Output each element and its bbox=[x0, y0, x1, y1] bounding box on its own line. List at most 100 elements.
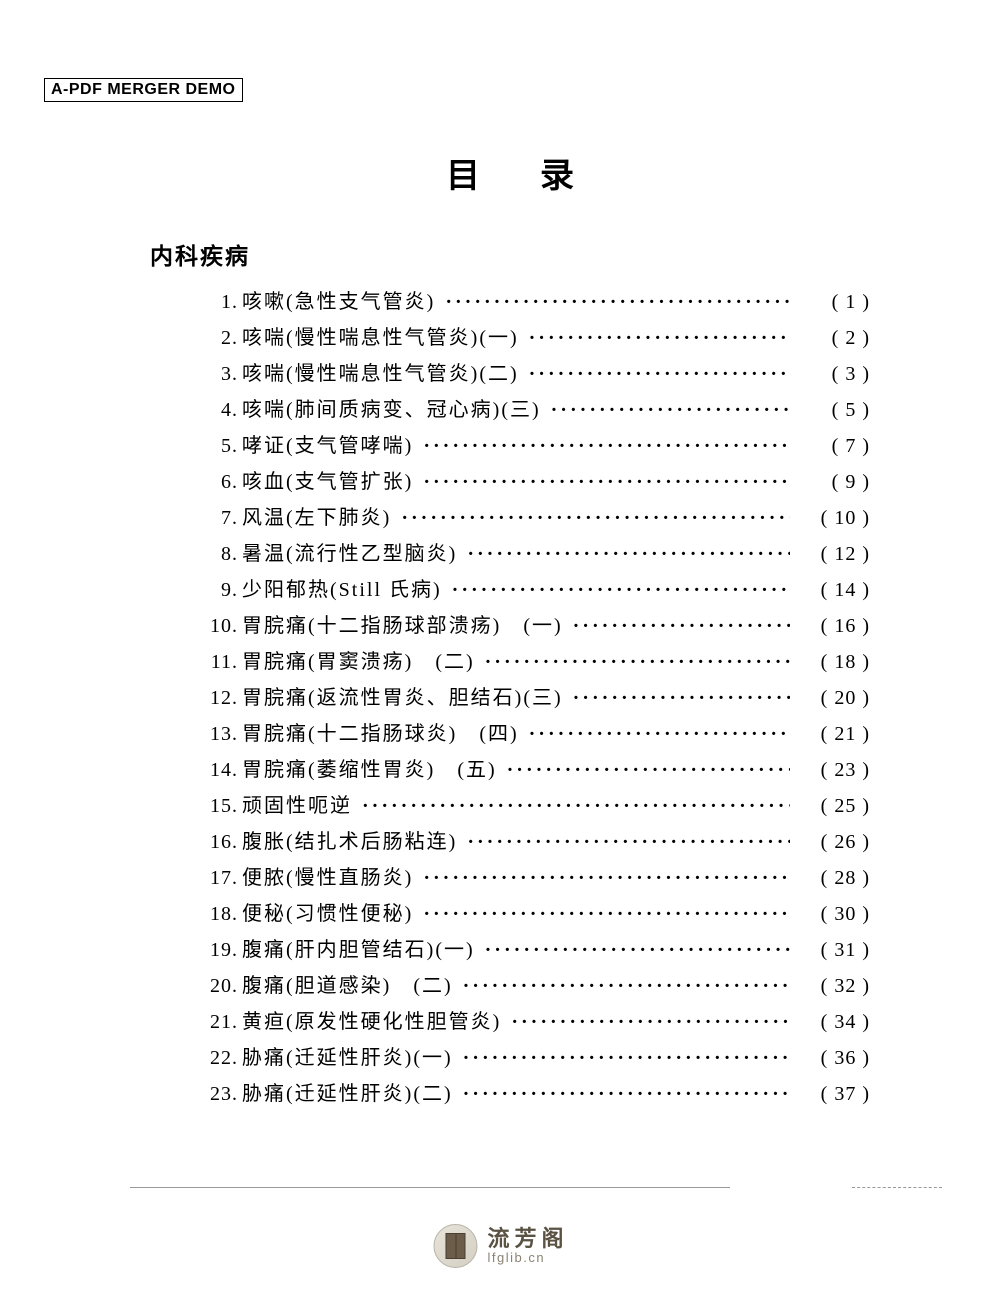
toc-entry: 17.便脓(慢性直肠炎)····························… bbox=[200, 861, 870, 897]
entry-number: 14. bbox=[200, 759, 242, 782]
toc-entry: 18.便秘(习惯性便秘)····························… bbox=[200, 897, 870, 933]
entry-title: 胁痛(迁延性肝炎)(一) bbox=[242, 1041, 459, 1070]
entry-leader-dots: ········································… bbox=[569, 615, 790, 638]
entry-number: 6. bbox=[200, 471, 242, 494]
toc-entry: 12.胃脘痛(返流性胃炎、胆结石)(三)····················… bbox=[200, 681, 870, 717]
logo-icon bbox=[433, 1224, 477, 1268]
toc-entry: 14.胃脘痛(萎缩性胃炎) (五)·······················… bbox=[200, 753, 870, 789]
entry-number: 12. bbox=[200, 687, 242, 710]
entry-title: 胁痛(迁延性肝炎)(二) bbox=[242, 1077, 459, 1106]
entry-title: 黄疸(原发性硬化性胆管炎) bbox=[242, 1005, 507, 1034]
toc-entry: 3.咳喘(慢性喘息性气管炎)(二)·······················… bbox=[200, 357, 870, 393]
entry-title: 咳嗽(急性支气管炎) bbox=[242, 285, 441, 314]
entry-page-number: ( 18 ) bbox=[790, 651, 870, 674]
entry-leader-dots: ········································… bbox=[569, 687, 790, 710]
entry-number: 15. bbox=[200, 795, 242, 818]
section-heading: 内科疾病 bbox=[150, 237, 870, 271]
entry-title: 胃脘痛(返流性胃炎、胆结石)(三) bbox=[242, 681, 569, 710]
entry-number: 2. bbox=[200, 327, 242, 350]
toc-entry: 5.哮证(支气管哮喘)·····························… bbox=[200, 429, 870, 465]
entry-page-number: ( 1 ) bbox=[790, 291, 870, 314]
toc-entry: 10.胃脘痛(十二指肠球部溃疡) (一)····················… bbox=[200, 609, 870, 645]
toc-entry: 16.腹胀(结扎术后肠粘连)··························… bbox=[200, 825, 870, 861]
entry-leader-dots: ········································… bbox=[358, 795, 790, 818]
entry-title: 胃脘痛(萎缩性胃炎) (五) bbox=[242, 753, 503, 782]
entry-page-number: ( 5 ) bbox=[790, 399, 870, 422]
entry-leader-dots: ········································… bbox=[525, 723, 790, 746]
entry-title: 便秘(习惯性便秘) bbox=[242, 897, 419, 926]
entry-page-number: ( 30 ) bbox=[790, 903, 870, 926]
entry-page-number: ( 34 ) bbox=[790, 1011, 870, 1034]
entry-leader-dots: ········································… bbox=[459, 975, 790, 998]
entry-title: 咳血(支气管扩张) bbox=[242, 465, 419, 494]
entry-leader-dots: ········································… bbox=[419, 867, 790, 890]
entry-number: 18. bbox=[200, 903, 242, 926]
entry-number: 17. bbox=[200, 867, 242, 890]
entry-page-number: ( 37 ) bbox=[790, 1083, 870, 1106]
page-title: 目录 bbox=[150, 148, 870, 197]
toc-entry: 15.顽固性呃逆································… bbox=[200, 789, 870, 825]
toc-entry: 6.咳血(支气管扩张)·····························… bbox=[200, 465, 870, 501]
entry-leader-dots: ········································… bbox=[459, 1083, 790, 1106]
entry-number: 10. bbox=[200, 615, 242, 638]
entry-page-number: ( 16 ) bbox=[790, 615, 870, 638]
entry-page-number: ( 14 ) bbox=[790, 579, 870, 602]
footer-logo: 流芳阁 lfglib.cn bbox=[433, 1224, 568, 1268]
toc-entry: 19.腹痛(肝内胆管结石)(一)························… bbox=[200, 933, 870, 969]
entry-number: 20. bbox=[200, 975, 242, 998]
entry-leader-dots: ········································… bbox=[419, 471, 790, 494]
entry-number: 19. bbox=[200, 939, 242, 962]
toc-entry: 4.咳喘(肺间质病变、冠心病)(三)······················… bbox=[200, 393, 870, 429]
entry-leader-dots: ········································… bbox=[441, 291, 790, 314]
entry-leader-dots: ········································… bbox=[448, 579, 790, 602]
toc-list: 1.咳嗽(急性支气管炎)····························… bbox=[150, 285, 870, 1113]
entry-leader-dots: ········································… bbox=[525, 327, 790, 350]
entry-leader-dots: ········································… bbox=[459, 1047, 790, 1070]
divider-line bbox=[130, 1187, 730, 1188]
entry-number: 3. bbox=[200, 363, 242, 386]
entry-title: 胃脘痛(十二指肠球部溃疡) (一) bbox=[242, 609, 569, 638]
toc-entry: 2.咳喘(慢性喘息性气管炎)(一)·······················… bbox=[200, 321, 870, 357]
toc-entry: 21.黄疸(原发性硬化性胆管炎)························… bbox=[200, 1005, 870, 1041]
entry-title: 腹痛(肝内胆管结石)(一) bbox=[242, 933, 481, 962]
entry-number: 4. bbox=[200, 399, 242, 422]
entry-leader-dots: ········································… bbox=[503, 759, 790, 782]
entry-title: 哮证(支气管哮喘) bbox=[242, 429, 419, 458]
entry-page-number: ( 31 ) bbox=[790, 939, 870, 962]
toc-entry: 9.少阳郁热(Still 氏病)························… bbox=[200, 573, 870, 609]
entry-number: 13. bbox=[200, 723, 242, 746]
entry-number: 1. bbox=[200, 291, 242, 314]
divider-line-right bbox=[852, 1187, 942, 1188]
entry-title: 腹痛(胆道感染) (二) bbox=[242, 969, 459, 998]
entry-page-number: ( 10 ) bbox=[790, 507, 870, 530]
entry-page-number: ( 26 ) bbox=[790, 831, 870, 854]
entry-title: 胃脘痛(胃窦溃疡) (二) bbox=[242, 645, 481, 674]
entry-number: 9. bbox=[200, 579, 242, 602]
entry-page-number: ( 2 ) bbox=[790, 327, 870, 350]
entry-page-number: ( 28 ) bbox=[790, 867, 870, 890]
entry-number: 5. bbox=[200, 435, 242, 458]
entry-number: 22. bbox=[200, 1047, 242, 1070]
entry-leader-dots: ········································… bbox=[547, 399, 790, 422]
entry-title: 胃脘痛(十二指肠球炎) (四) bbox=[242, 717, 525, 746]
entry-page-number: ( 12 ) bbox=[790, 543, 870, 566]
entry-page-number: ( 36 ) bbox=[790, 1047, 870, 1070]
entry-number: 21. bbox=[200, 1011, 242, 1034]
entry-page-number: ( 25 ) bbox=[790, 795, 870, 818]
watermark-badge: A-PDF MERGER DEMO bbox=[44, 78, 243, 102]
book-icon bbox=[445, 1233, 465, 1259]
entry-title: 便脓(慢性直肠炎) bbox=[242, 861, 419, 890]
entry-title: 腹胀(结扎术后肠粘连) bbox=[242, 825, 463, 854]
entry-title: 咳喘(肺间质病变、冠心病)(三) bbox=[242, 393, 547, 422]
entry-number: 23. bbox=[200, 1083, 242, 1106]
entry-leader-dots: ········································… bbox=[463, 831, 790, 854]
entry-page-number: ( 3 ) bbox=[790, 363, 870, 386]
toc-entry: 1.咳嗽(急性支气管炎)····························… bbox=[200, 285, 870, 321]
entry-number: 7. bbox=[200, 507, 242, 530]
entry-leader-dots: ········································… bbox=[481, 651, 790, 674]
entry-page-number: ( 21 ) bbox=[790, 723, 870, 746]
entry-page-number: ( 23 ) bbox=[790, 759, 870, 782]
logo-url: lfglib.cn bbox=[487, 1251, 568, 1265]
entry-leader-dots: ········································… bbox=[507, 1011, 790, 1034]
toc-entry: 20.腹痛(胆道感染) (二)·························… bbox=[200, 969, 870, 1005]
